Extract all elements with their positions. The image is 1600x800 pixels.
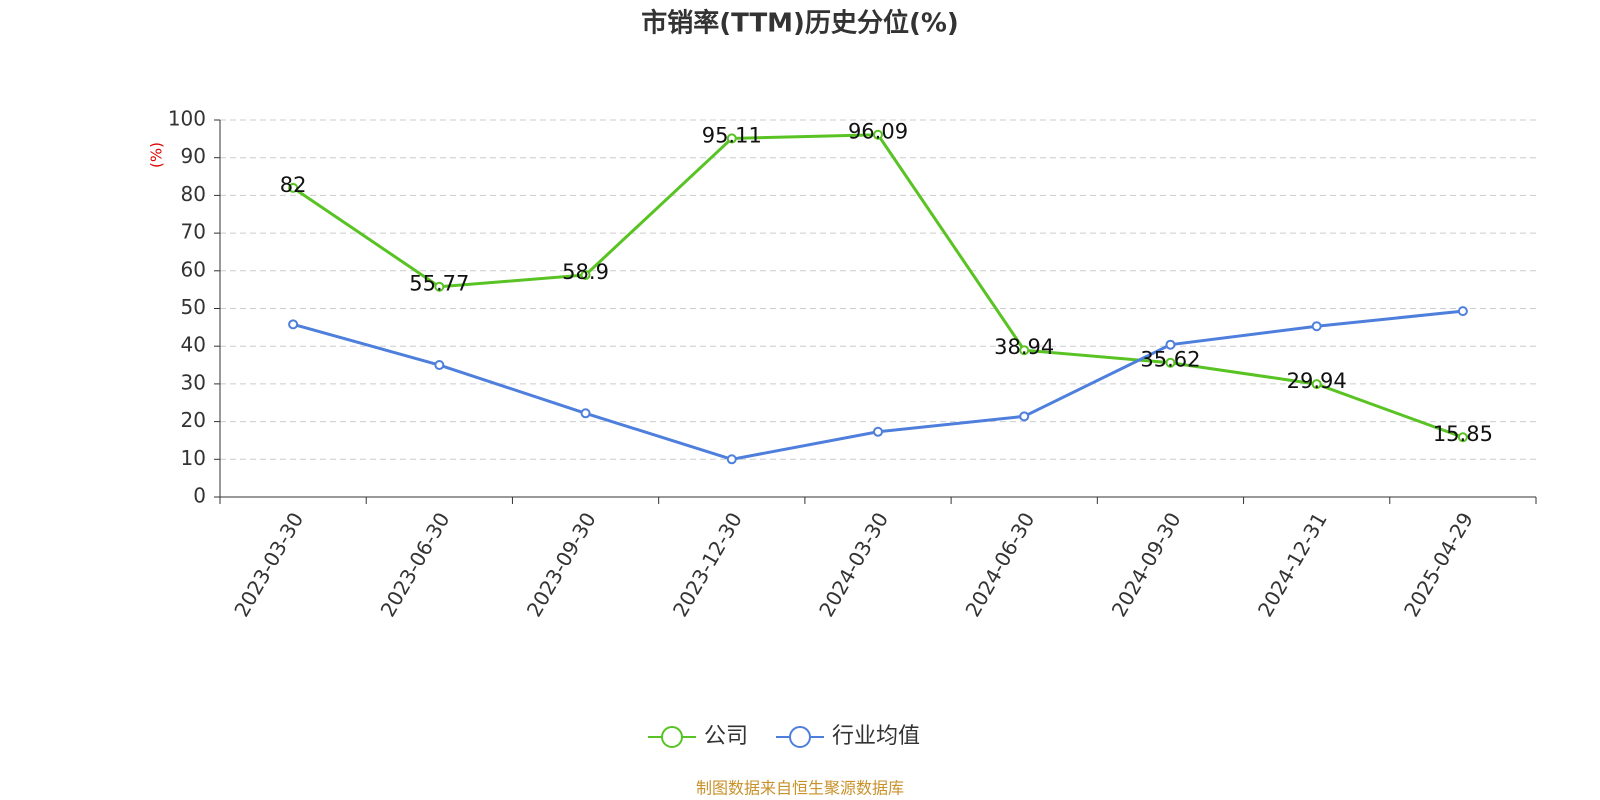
x-tick-label: 2023-12-30 <box>668 508 747 621</box>
y-tick-label: 100 <box>168 107 206 131</box>
data-label: 82 <box>280 173 307 197</box>
data-point <box>580 269 591 280</box>
data-label: 15.85 <box>1433 422 1493 446</box>
data-point <box>288 319 299 330</box>
data-label: 29.94 <box>1287 369 1347 393</box>
y-tick-label: 50 <box>181 295 206 319</box>
x-tick-label: 2025-04-29 <box>1399 508 1478 621</box>
data-point <box>1019 345 1030 356</box>
data-label: 58.9 <box>562 260 609 284</box>
data-label: 55.77 <box>409 272 469 296</box>
data-point <box>434 360 445 371</box>
y-tick-label: 40 <box>181 333 206 357</box>
x-tick-label: 2024-12-31 <box>1253 508 1332 621</box>
data-point <box>1457 306 1468 317</box>
x-tick-label: 2024-03-30 <box>814 508 893 621</box>
legend-item: 公司 <box>648 724 748 749</box>
x-tick-label: 2023-03-30 <box>229 508 308 621</box>
data-label: 38.94 <box>994 335 1054 359</box>
x-tick-label: 2024-06-30 <box>960 508 1039 621</box>
data-point <box>1019 411 1030 422</box>
y-tick-label: 0 <box>193 484 206 508</box>
chart-title: 市销率(TTM)历史分位(%) <box>641 8 959 39</box>
legend-label: 公司 <box>704 724 748 749</box>
data-point <box>1311 321 1322 332</box>
legend-item: 行业均值 <box>776 724 920 749</box>
y-tick-label: 10 <box>181 446 206 470</box>
data-label: 35.62 <box>1140 348 1200 372</box>
data-label: 96.09 <box>848 120 908 144</box>
legend-label: 行业均值 <box>832 724 920 749</box>
data-point <box>873 426 883 437</box>
legend-marker <box>661 726 683 748</box>
x-tick-label: 2024-09-30 <box>1107 508 1186 621</box>
data-point <box>1457 432 1468 443</box>
x-tick-label: 2023-06-30 <box>376 508 455 621</box>
y-tick-label: 80 <box>181 182 206 206</box>
y-tick-label: 90 <box>181 144 206 168</box>
data-point <box>1165 357 1176 368</box>
data-point <box>726 454 737 465</box>
data-point <box>726 133 737 144</box>
y-tick-label: 60 <box>181 257 206 281</box>
y-tick-label: 70 <box>181 220 206 244</box>
data-point <box>873 129 883 140</box>
data-point <box>580 408 591 419</box>
legend-marker <box>789 726 811 748</box>
y-axis-label: (%) <box>148 142 166 168</box>
data-point <box>1311 379 1322 390</box>
x-tick-label: 2023-09-30 <box>522 508 601 621</box>
y-tick-label: 30 <box>181 370 206 394</box>
y-tick-label: 20 <box>181 408 206 432</box>
source-note: 制图数据来自恒生聚源数据库 <box>696 779 904 798</box>
data-point <box>288 182 299 193</box>
data-label: 95.11 <box>702 123 762 147</box>
data-point <box>1165 339 1176 350</box>
data-point <box>434 281 445 292</box>
